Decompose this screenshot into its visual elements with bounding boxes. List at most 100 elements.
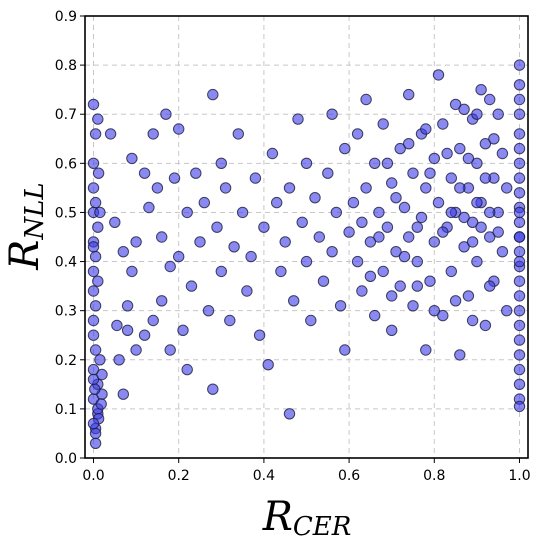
data-point — [466, 314, 479, 327]
data-point — [89, 437, 102, 449]
grid-lines — [85, 15, 528, 459]
data-point — [394, 142, 406, 155]
data-point — [173, 250, 185, 263]
y-tick-label: 0.5 — [55, 205, 77, 221]
data-point — [496, 246, 509, 258]
data-point — [445, 265, 457, 278]
data-point — [334, 300, 347, 312]
data-point — [373, 206, 385, 219]
data-point — [185, 280, 198, 292]
data-point — [501, 182, 513, 194]
data-point — [322, 167, 334, 179]
data-point — [462, 290, 475, 302]
data-point — [89, 196, 102, 209]
data-point — [364, 236, 377, 248]
data-point — [309, 192, 321, 204]
data-point — [95, 398, 107, 410]
y-tick-label: 0.6 — [55, 156, 77, 172]
data-point — [360, 93, 372, 106]
data-point — [111, 319, 123, 332]
data-point — [428, 305, 440, 317]
data-point — [513, 305, 526, 317]
data-point — [369, 157, 381, 170]
data-point — [454, 349, 466, 361]
y-tick-label: 0.8 — [55, 58, 77, 74]
data-point — [458, 211, 470, 224]
data-point — [92, 221, 104, 233]
data-point — [219, 182, 232, 194]
y-tick-label: 0.9 — [55, 9, 77, 25]
data-point — [424, 275, 436, 287]
x-tick-label: 0.0 — [82, 468, 104, 484]
data-point — [87, 98, 100, 111]
data-point — [245, 250, 257, 263]
y-tick-label: 0.1 — [55, 402, 77, 418]
data-point — [373, 231, 385, 243]
data-point — [168, 172, 181, 184]
data-point — [126, 265, 138, 278]
data-point — [390, 246, 402, 258]
data-point — [94, 206, 106, 219]
data-point — [253, 329, 266, 341]
data-point — [109, 216, 121, 229]
scatter-points — [87, 59, 526, 449]
data-point — [194, 236, 206, 248]
x-axis-title: RCER — [262, 494, 352, 540]
data-point — [87, 285, 100, 297]
data-point — [126, 152, 138, 165]
data-point — [87, 265, 100, 278]
data-point — [513, 142, 526, 155]
data-point — [449, 295, 462, 307]
data-point — [283, 182, 296, 194]
data-point — [437, 226, 449, 238]
data-point — [513, 378, 526, 390]
data-point — [89, 383, 101, 395]
data-point — [211, 221, 223, 233]
data-point — [202, 305, 215, 317]
data-point — [513, 93, 526, 106]
y-tick-label: 0.0 — [55, 451, 77, 467]
data-point — [488, 133, 500, 145]
data-point — [501, 305, 513, 317]
data-point — [351, 255, 364, 268]
data-point — [262, 359, 274, 371]
data-point — [492, 108, 504, 120]
data-point — [513, 128, 526, 140]
data-point — [224, 314, 236, 327]
data-point — [513, 187, 526, 199]
data-point — [390, 192, 402, 204]
data-point — [143, 201, 155, 214]
data-point — [156, 231, 168, 243]
data-point — [228, 241, 240, 253]
data-point — [258, 221, 270, 233]
data-point — [513, 172, 526, 184]
data-point — [484, 93, 496, 106]
data-point — [513, 79, 526, 91]
data-point — [403, 231, 415, 243]
data-point — [428, 152, 440, 165]
data-point — [513, 108, 526, 120]
data-point — [475, 84, 487, 96]
data-point — [513, 206, 526, 219]
data-point — [381, 157, 394, 170]
data-point — [398, 201, 411, 214]
data-point — [377, 118, 389, 130]
data-point — [386, 324, 398, 336]
data-point — [420, 123, 432, 135]
data-point — [513, 319, 526, 332]
data-point — [207, 383, 219, 395]
data-point — [343, 226, 355, 238]
data-point — [347, 196, 360, 209]
data-point — [496, 147, 509, 160]
data-point — [479, 172, 492, 184]
data-point — [313, 231, 325, 243]
data-point — [356, 285, 368, 297]
data-point — [92, 275, 104, 287]
data-point — [87, 182, 100, 194]
data-point — [513, 59, 526, 71]
data-point — [445, 172, 457, 184]
data-point — [449, 98, 462, 111]
data-point — [411, 221, 423, 233]
data-point — [300, 157, 313, 170]
data-point — [454, 142, 466, 155]
